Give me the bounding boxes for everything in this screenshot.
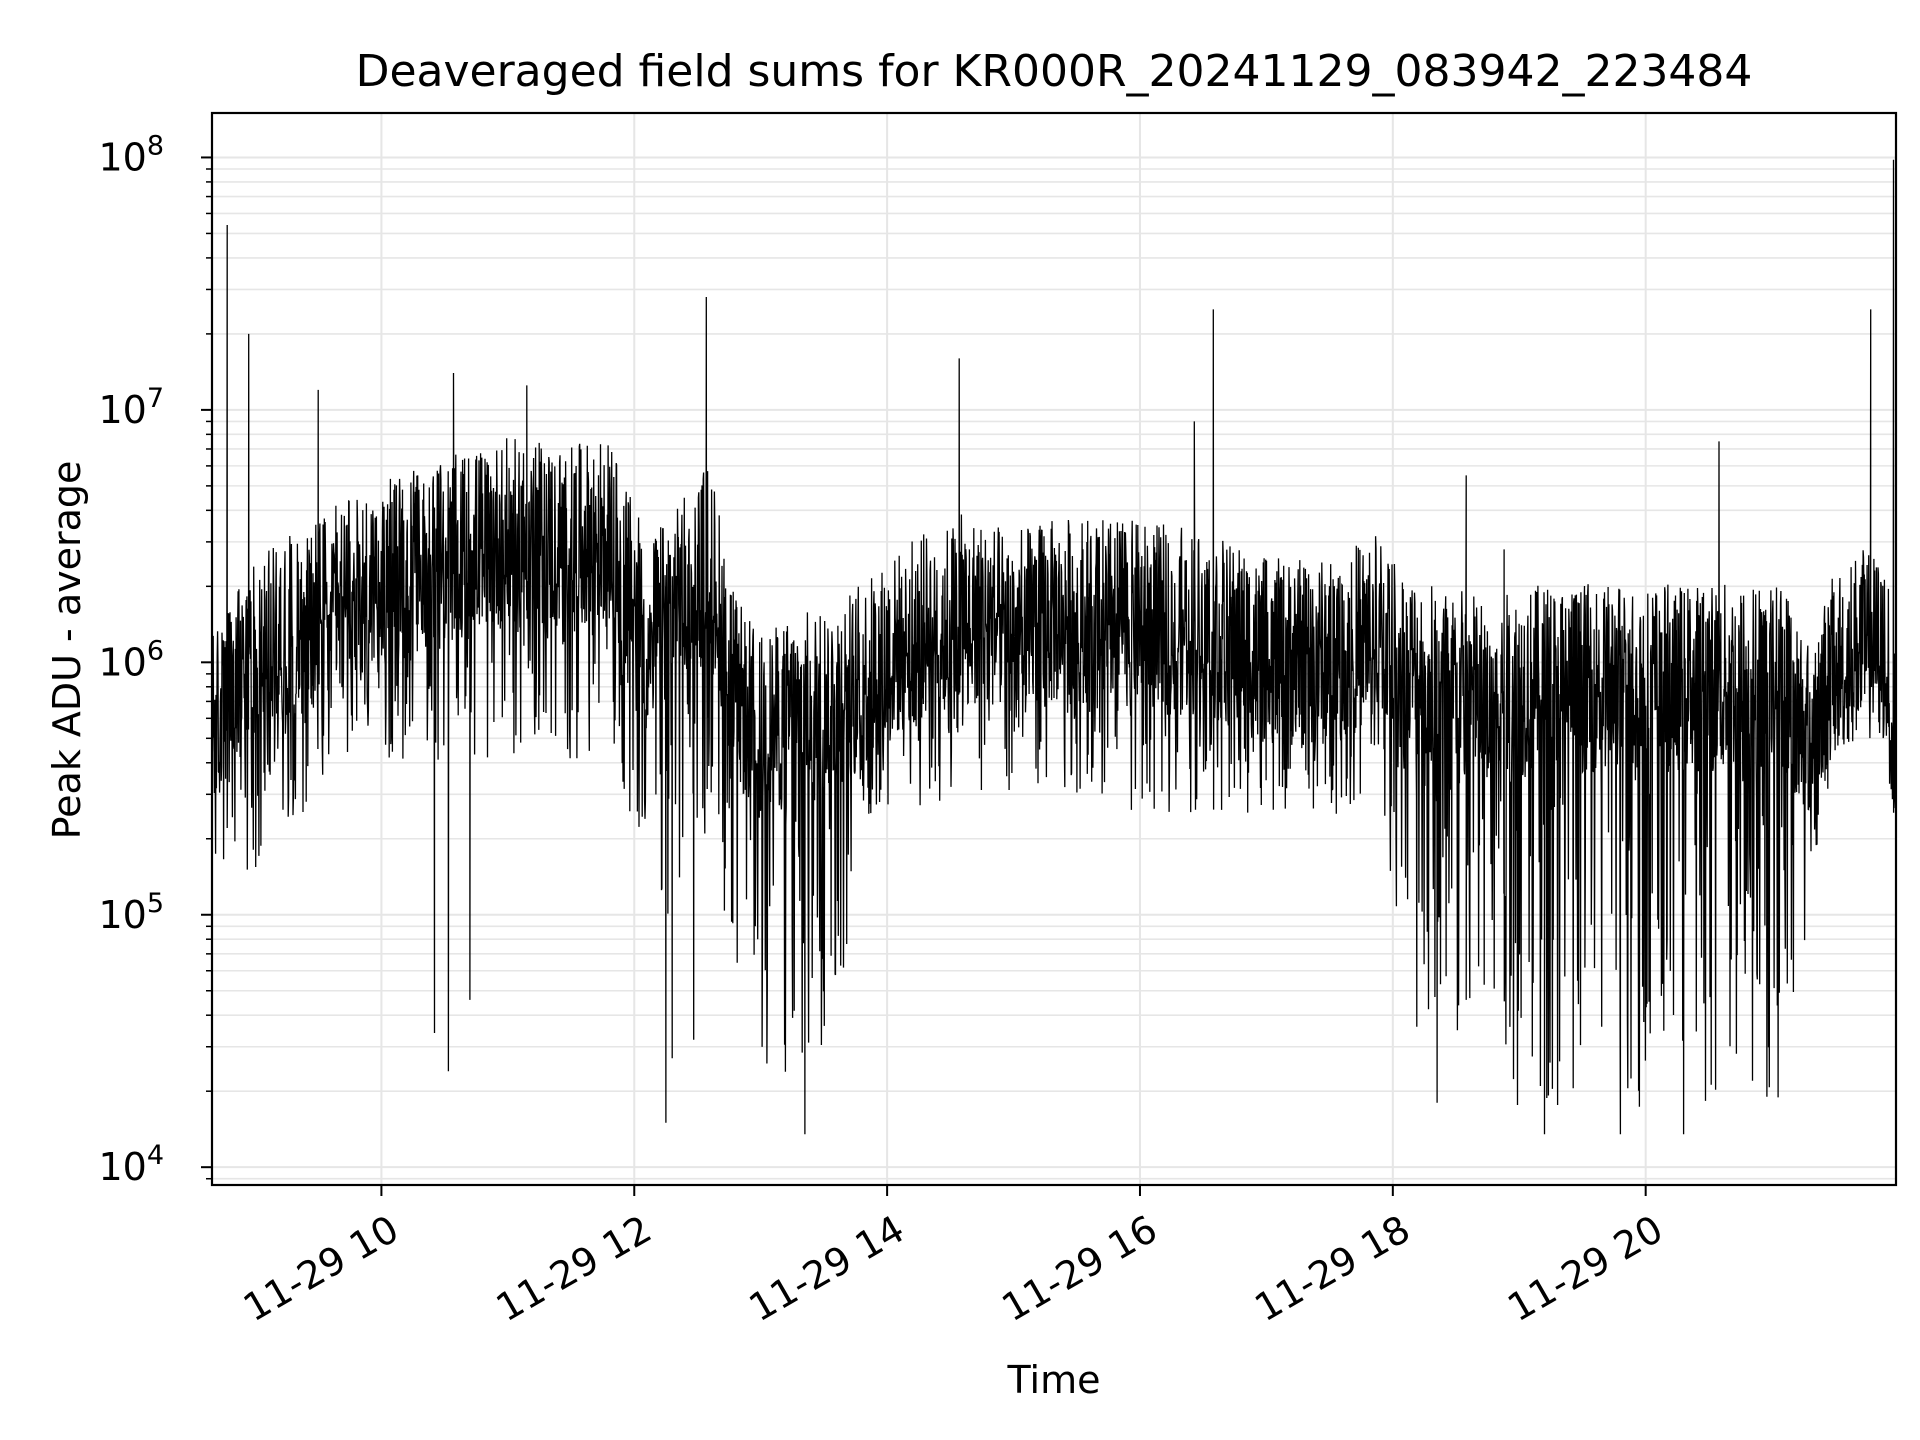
series-path [212, 159, 1896, 1135]
y-tick-label: 106 [98, 635, 164, 684]
series-line [212, 159, 1896, 1135]
y-tick-label: 108 [98, 130, 164, 179]
chart-title: Deaveraged field sums for KR000R_2024112… [356, 46, 1753, 97]
y-tick-label: 107 [98, 383, 164, 432]
x-axis-label: Time [1007, 1358, 1101, 1402]
y-tick-label: 104 [98, 1140, 164, 1189]
plot-frame [210, 111, 1898, 1187]
y-tick-label: 105 [98, 888, 164, 937]
y-axis: 104 105 106 107 108 [98, 130, 212, 1189]
y-axis-label: Peak ADU - average [45, 461, 89, 840]
